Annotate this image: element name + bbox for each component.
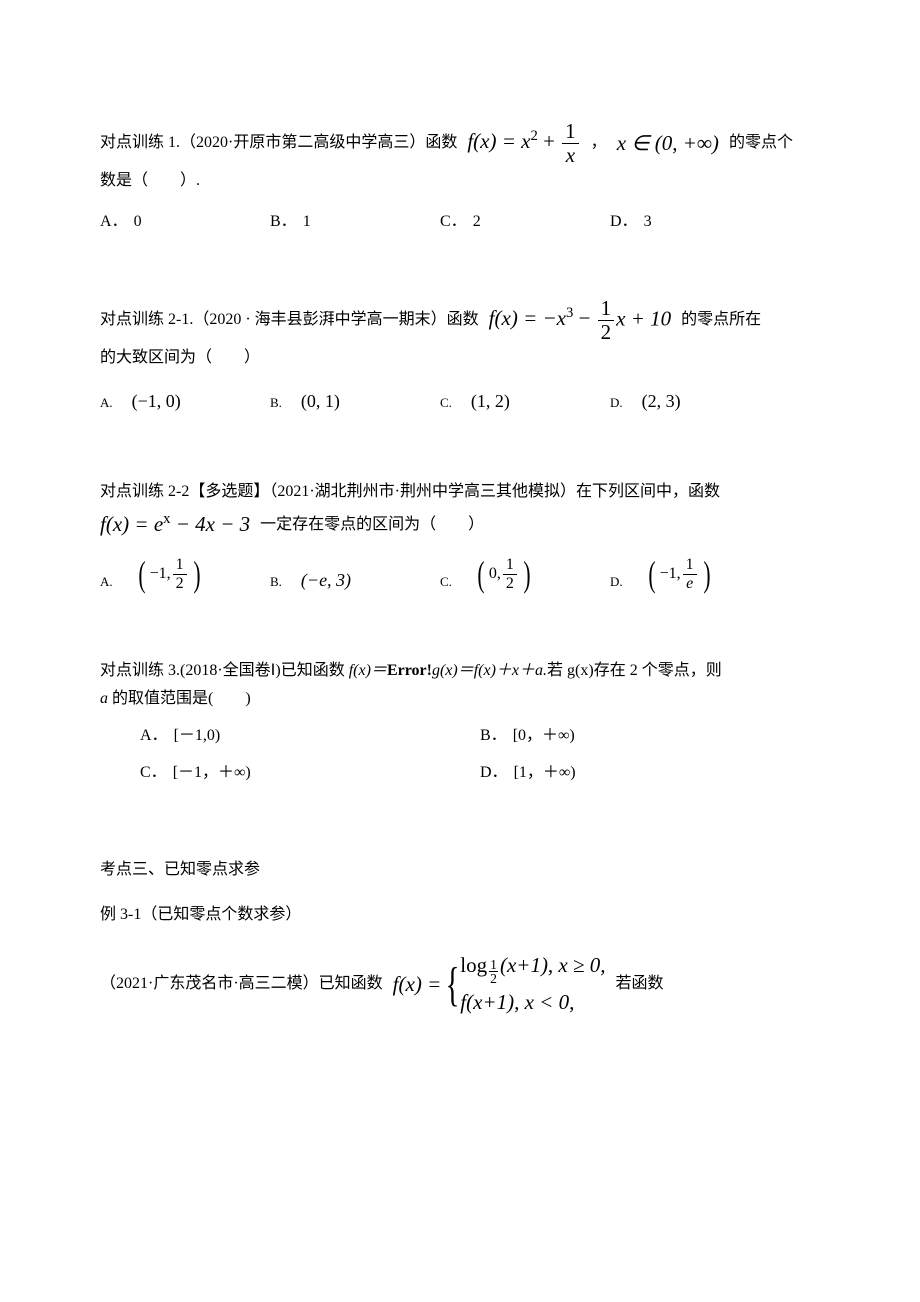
- p3-c-val: [－1，＋∞): [173, 764, 251, 781]
- p21-formula: f(x) = −x3 − 12x + 10: [489, 297, 672, 344]
- p22-c-den: 2: [503, 575, 517, 593]
- p3-stem: 对点训练 3.(2018·全国卷Ⅰ)已知函数 f(x)＝Error!g(x)＝f…: [100, 657, 820, 686]
- p22-opt-d: D. (−1,1e): [610, 556, 780, 596]
- p1-formula: f(x) = x2 + 1x: [467, 120, 580, 167]
- p21-b-val: (0, 1): [301, 391, 340, 411]
- p1-opt-a: A．0: [100, 208, 270, 237]
- p1-line2: 数是（ ）.: [100, 167, 820, 196]
- p21-opt-d: D. (2, 3): [610, 385, 780, 418]
- p4-c1b: (x+1), x ≥ 0,: [500, 953, 606, 977]
- p22-after: 一定存在零点的区间为（ ）: [260, 511, 484, 540]
- p4-case1: log12(x+1), x ≥ 0,: [460, 949, 605, 986]
- problem-1-stem: 对点训练 1.（2020·开原市第二高级中学高三）函数 f(x) = x2 + …: [100, 120, 820, 167]
- p21-tail-f: x + 10: [616, 306, 671, 330]
- p21-tail: 的零点所在: [681, 306, 761, 335]
- p3-cond: 若 g(x)存在 2 个零点，则: [547, 662, 722, 679]
- p21-den: 2: [598, 321, 615, 344]
- p1-opt-c-val: 2: [473, 213, 481, 230]
- problem-2-2: 对点训练 2-2【多选题】（2021·湖北荆州市·荆州中学高三其他模拟）在下列区…: [100, 478, 820, 597]
- p22-a-a: −1,: [150, 565, 171, 582]
- p21-opt-b: B. (0, 1): [270, 385, 440, 418]
- p1-options: A．0 B．1 C．2 D．3: [100, 208, 820, 237]
- problem-3: 对点训练 3.(2018·全国卷Ⅰ)已知函数 f(x)＝Error!g(x)＝f…: [100, 657, 820, 796]
- p4-fx: f(x) =: [393, 966, 442, 1004]
- p4-c1d: 2: [489, 972, 498, 986]
- p3-d-val: [1，＋∞): [514, 764, 576, 781]
- p1-opt-b-val: 1: [303, 213, 311, 230]
- p22-formula: f(x) = ex − 4x − 3: [100, 506, 250, 544]
- p1-opt-b: B．1: [270, 208, 440, 237]
- p21-stem: 对点训练 2-1.（2020 · 海丰县彭湃中学高一期末）函数 f(x) = −…: [100, 297, 820, 344]
- p22-lead: 对点训练 2-2【多选题】（2021·湖北荆州市·荆州中学高三其他模拟）在下列区…: [100, 478, 820, 507]
- p1-opt-a-val: 0: [134, 213, 142, 230]
- p21-fx: f(x) = −x: [489, 306, 566, 330]
- p3-options: A．[－1,0) B．[0，＋∞) C．[－1，＋∞) D．[1，＋∞): [100, 722, 820, 796]
- p21-c-val: (1, 2): [471, 391, 510, 411]
- p21-d-val: (2, 3): [642, 391, 681, 411]
- p21-num: 1: [598, 297, 615, 321]
- p3-opt-c: C．[－1，＋∞): [140, 759, 480, 788]
- p4-formula: f(x) = { log12(x+1), x ≥ 0, f(x+1), x < …: [393, 949, 606, 1019]
- p4-piecewise: { log12(x+1), x ≥ 0, f(x+1), x < 0,: [441, 949, 605, 1019]
- p22-pre: f(x) = e: [100, 512, 163, 536]
- p21-opt-c: C. (1, 2): [440, 385, 610, 418]
- p3-line2: aa 的取值范围是( ) 的取值范围是( ): [100, 685, 820, 714]
- p22-line2: f(x) = ex − 4x − 3 一定存在零点的区间为（ ）: [100, 506, 820, 544]
- p4-c1n: 1: [489, 958, 498, 973]
- p1-lead: 对点训练 1.（2020·开原市第二高级中学高三）函数: [100, 129, 457, 158]
- p22-b-val: (−e, 3): [301, 570, 351, 590]
- p3-b-val: [0，＋∞): [513, 727, 575, 744]
- p1-opt-d-val: 3: [644, 213, 652, 230]
- p4-stem: （2021·广东茂名市·高三二模）已知函数 f(x) = { log12(x+1…: [100, 949, 820, 1019]
- p1-domain: x ∈ (0, +∞): [617, 125, 719, 163]
- p1-comma: ，: [591, 129, 607, 158]
- p22-opt-c: C. (0,12): [440, 556, 610, 596]
- problem-4: （2021·广东茂名市·高三二模）已知函数 f(x) = { log12(x+1…: [100, 949, 820, 1019]
- p21-minus: −: [573, 306, 595, 330]
- p3-a-val: [－1,0): [174, 727, 221, 744]
- p1-den: x: [562, 144, 579, 167]
- p22-d-den: e: [683, 575, 697, 593]
- p22-options: A. (−1,12) B. (−e, 3) C. (0,12) D. (−1,1…: [100, 556, 820, 596]
- p22-a-den: 2: [173, 575, 187, 593]
- section-3: 考点三、已知零点求参 例 3-1（已知零点个数求参）: [100, 856, 820, 930]
- p21-options: A. (−1, 0) B. (0, 1) C. (1, 2) D. (2, 3): [100, 385, 820, 418]
- p1-num: 1: [562, 120, 579, 144]
- p1-fx: f(x) = x: [467, 129, 530, 153]
- p22-a-num: 1: [173, 556, 187, 575]
- p22-d-num: 1: [683, 556, 697, 575]
- p4-lead: （2021·广东茂名市·高三二模）已知函数: [100, 970, 383, 999]
- p1-exp: 2: [530, 128, 537, 144]
- p22-d-a: −1,: [660, 565, 681, 582]
- p1-tail: 的零点个: [729, 129, 793, 158]
- p22-ftail: − 4x − 3: [170, 512, 250, 536]
- p4-log: log: [460, 953, 487, 977]
- p3-opt-d: D．[1，＋∞): [480, 759, 820, 788]
- p4-tail: 若函数: [616, 970, 664, 999]
- section-3-title: 考点三、已知零点求参: [100, 856, 820, 885]
- p1-plus: +: [538, 129, 560, 153]
- p3-opt-a: A．[－1,0): [140, 722, 480, 751]
- p3-error: Error!: [387, 662, 432, 679]
- p1-opt-c: C．2: [440, 208, 610, 237]
- p3-gx: g(x)＝f(x)＋x＋a.: [432, 662, 547, 679]
- example-3-1-title: 例 3-1（已知零点个数求参）: [100, 901, 820, 930]
- p22-c-num: 1: [503, 556, 517, 575]
- p21-lead: 对点训练 2-1.（2020 · 海丰县彭湃中学高一期末）函数: [100, 306, 479, 335]
- p1-opt-d: D．3: [610, 208, 780, 237]
- p22-c-a: 0,: [489, 565, 501, 582]
- p22-opt-b: B. (−e, 3): [270, 564, 440, 597]
- p21-a-val: (−1, 0): [132, 391, 181, 411]
- p3-fx: f(x)＝: [349, 662, 387, 679]
- p22-opt-a: A. (−1,12): [100, 556, 270, 596]
- p3-opt-b: B．[0，＋∞): [480, 722, 820, 751]
- p4-case2: f(x+1), x < 0,: [460, 986, 605, 1020]
- problem-2-1: 对点训练 2-1.（2020 · 海丰县彭湃中学高一期末）函数 f(x) = −…: [100, 297, 820, 418]
- p3-lead: 对点训练 3.(2018·全国卷Ⅰ)已知函数: [100, 662, 349, 679]
- problem-1: 对点训练 1.（2020·开原市第二高级中学高三）函数 f(x) = x2 + …: [100, 120, 820, 237]
- p21-line2: 的大致区间为（ ）: [100, 344, 820, 373]
- p21-opt-a: A. (−1, 0): [100, 385, 270, 418]
